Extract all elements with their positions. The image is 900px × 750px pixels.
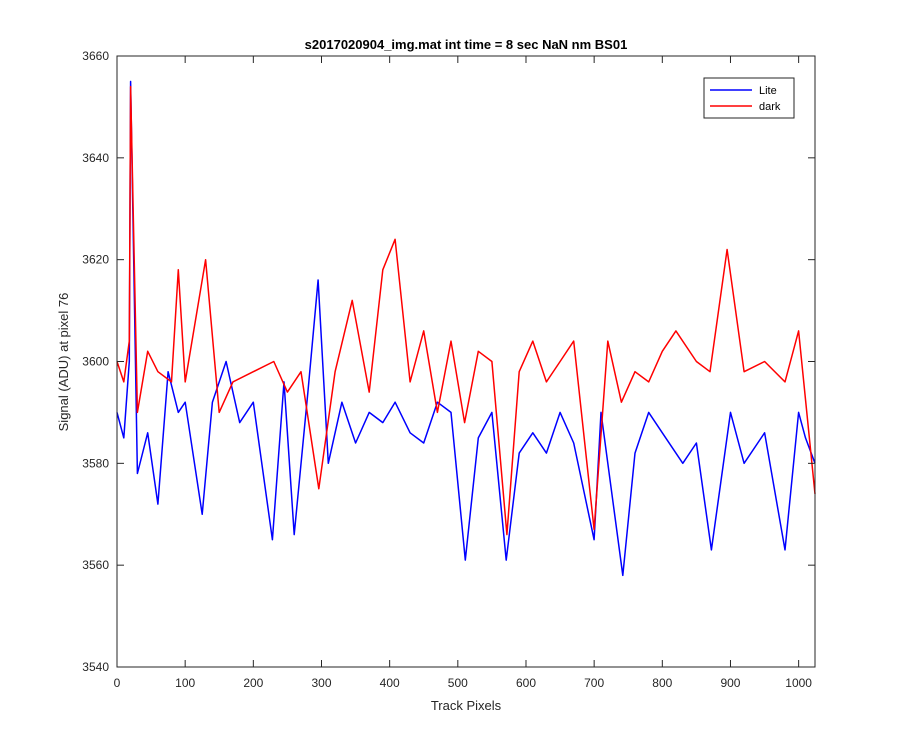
y-tick-label: 3600 — [82, 355, 109, 369]
series-layer — [116, 80, 816, 577]
x-tick-label: 200 — [243, 676, 263, 690]
x-axis-label: Track Pixels — [431, 698, 502, 713]
x-tick-label: 600 — [516, 676, 536, 690]
x-tick-label: 100 — [175, 676, 195, 690]
x-tick-label: 0 — [114, 676, 121, 690]
x-tick-label: 400 — [380, 676, 400, 690]
y-tick-label: 3640 — [82, 151, 109, 165]
y-tick-label: 3580 — [82, 456, 109, 470]
x-tick-label: 900 — [720, 676, 740, 690]
y-tick-label: 3540 — [82, 660, 109, 674]
y-tick-label: 3620 — [82, 253, 109, 267]
legend-label-dark: dark — [759, 101, 781, 113]
legend-box — [703, 77, 795, 119]
x-tick-label: 300 — [311, 676, 331, 690]
chart-title: s2017020904_img.mat int time = 8 sec NaN… — [305, 37, 628, 52]
series-line-dark — [116, 85, 816, 536]
x-tick-label: 1000 — [785, 676, 812, 690]
x-tick-label: 700 — [584, 676, 604, 690]
ticks-layer: 0 100 200 300 400 500 600 700 800 900 1000 3540 3560… — [82, 49, 815, 690]
y-tick-label: 3560 — [82, 558, 109, 572]
series-line-lite — [116, 80, 816, 577]
axes-box — [116, 55, 816, 668]
legend: Lite dark — [703, 77, 795, 119]
x-tick-label: 500 — [448, 676, 468, 690]
x-tick-label: 800 — [652, 676, 672, 690]
y-tick-label: 3660 — [82, 49, 109, 63]
y-axis-label: Signal (ADU) at pixel 76 — [56, 293, 71, 432]
legend-label-lite: Lite — [759, 85, 777, 97]
